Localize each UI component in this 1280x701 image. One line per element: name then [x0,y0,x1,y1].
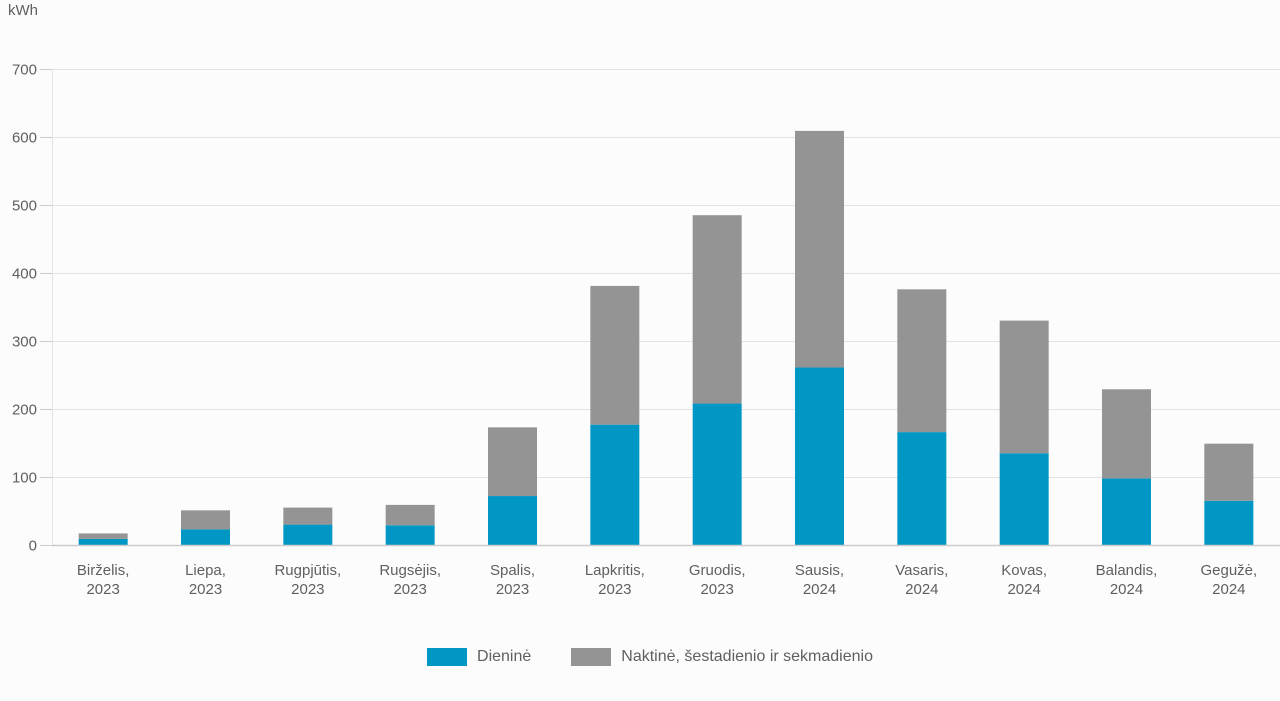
y-tick-label-700: 700 [12,62,37,79]
x-label-month-7: Sausis, [795,562,844,579]
bar-night-7[interactable] [795,130,844,368]
bar-group-6[interactable] [692,215,742,545]
axes [52,69,1280,547]
x-label-year-9: 2024 [1007,581,1040,598]
x-label-year-1: 2023 [189,581,222,598]
y-tick-label-500: 500 [12,198,37,215]
y-axis-ticks: 0 100 200 300 400 500 600 700 [12,62,52,555]
bar-night-9[interactable] [999,320,1049,454]
x-label-year-5: 2023 [598,581,631,598]
bar-group-4[interactable] [488,427,537,545]
y-tick-label-0: 0 [29,538,37,555]
bar-day-10[interactable] [1102,478,1151,545]
x-label-year-3: 2023 [393,581,426,598]
x-label-year-2: 2023 [291,581,324,598]
bar-night-8[interactable] [897,289,947,433]
bar-night-3[interactable] [385,504,435,526]
y-tick-label-600: 600 [12,130,37,147]
x-label-year-6: 2023 [700,581,733,598]
bar-day-4[interactable] [488,496,537,545]
bar-group-2[interactable] [283,507,333,545]
bar-group-0[interactable] [78,533,128,545]
x-label-month-1: Liepa, [185,562,226,579]
bar-night-10[interactable] [1102,389,1151,479]
bar-group-9[interactable] [999,320,1049,545]
bar-day-5[interactable] [590,424,640,545]
x-label-month-6: Gruodis, [689,562,746,579]
x-label-month-11: Gegužė, [1200,562,1257,579]
bar-day-3[interactable] [385,525,435,545]
legend-swatch-night [571,648,612,666]
bar-group-3[interactable] [385,504,435,545]
bar-day-8[interactable] [897,432,947,545]
legend-label-night: Naktinė, šestadienio ir sekmadienio [621,648,873,665]
bar-night-6[interactable] [692,215,742,404]
x-label-year-0: 2023 [86,581,119,598]
bar-night-4[interactable] [488,427,537,497]
bar-day-1[interactable] [181,529,230,545]
bar-day-2[interactable] [283,524,333,545]
bar-group-5[interactable] [590,285,640,545]
x-label-month-2: Rugpjūtis, [274,562,341,579]
legend-item-day[interactable]: Dieninė [427,648,531,666]
x-label-year-8: 2024 [905,581,938,598]
legend-label-day: Dieninė [477,648,532,665]
x-label-year-11: 2024 [1212,581,1245,598]
x-label-year-10: 2024 [1110,581,1143,598]
bar-group-1[interactable] [181,510,230,545]
x-label-month-3: Rugsėjis, [379,562,441,579]
bar-night-2[interactable] [283,507,333,525]
x-label-year-4: 2023 [496,581,529,598]
x-label-month-0: Birželis, [77,562,130,579]
x-axis-labels: Birželis, 2023 Liepa, 2023 Rugpjūtis, 2023 Rug… [77,562,1257,598]
bar-night-11[interactable] [1204,443,1254,501]
bar-group-10[interactable] [1102,389,1151,545]
bar-night-0[interactable] [78,533,128,539]
bar-night-1[interactable] [181,510,230,530]
x-label-year-7: 2024 [803,581,836,598]
x-label-month-9: Kovas, [1001,562,1047,579]
stacked-bar-chart: 0 100 200 300 400 500 600 700 Birželis, 2023 Liep… [12,62,1280,598]
legend-swatch-day [427,648,468,666]
bar-group-8[interactable] [897,289,947,545]
legend-item-night[interactable]: Naktinė, šestadienio ir sekmadienio [571,648,873,666]
x-label-month-5: Lapkritis, [585,562,645,579]
y-tick-label-300: 300 [12,334,37,351]
bars [78,130,1254,545]
x-label-month-4: Spalis, [490,562,535,579]
bar-day-0[interactable] [78,538,128,545]
grid-lines [52,69,1280,478]
bar-day-6[interactable] [692,403,742,545]
bar-day-9[interactable] [999,453,1049,545]
y-axis-unit-label: kWh [8,2,38,19]
y-tick-label-100: 100 [12,470,37,487]
x-label-month-8: Vasaris, [895,562,948,579]
bar-group-7[interactable] [795,130,844,545]
bar-group-11[interactable] [1204,443,1254,545]
bar-day-7[interactable] [795,367,844,545]
bar-day-11[interactable] [1204,500,1254,545]
y-tick-label-400: 400 [12,266,37,283]
legend: Dieninė Naktinė, šestadienio ir sekmadie… [0,648,1280,666]
bar-night-5[interactable] [590,285,640,425]
x-label-month-10: Balandis, [1096,562,1158,579]
y-tick-label-200: 200 [12,402,37,419]
